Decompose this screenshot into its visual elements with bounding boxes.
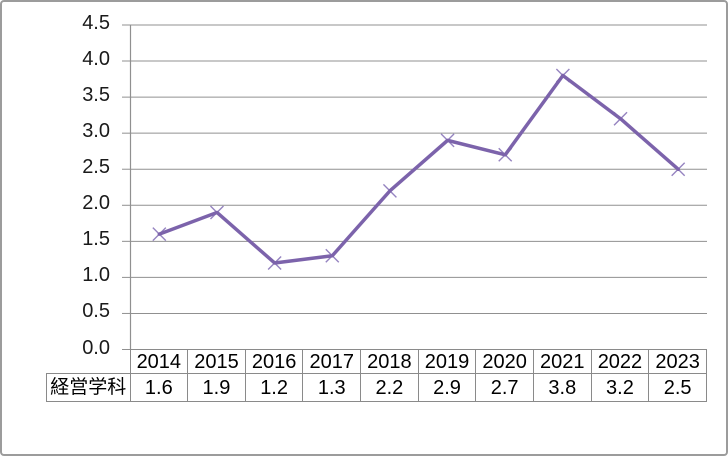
series-row: 経営学科 1.6 1.9 1.2 1.3 2.2 2.9 2.7 3.8 3.2 2.5	[46, 373, 707, 402]
series-value-cell: 2.7	[475, 373, 534, 402]
y-axis-tick-label: 4.5	[82, 12, 110, 34]
category-year-cell: 2023	[648, 349, 707, 374]
series-line-経営学科	[157, 73, 680, 265]
category-year-cell: 2017	[302, 349, 362, 374]
series-value-cell: 2.9	[417, 373, 477, 402]
series-value-cell: 1.2	[244, 373, 304, 402]
category-year-cell: 2016	[244, 349, 304, 374]
series-name-cell: 経営学科	[46, 373, 131, 402]
series-value-cell: 2.2	[360, 373, 419, 402]
table-corner-cell	[46, 349, 131, 374]
y-axis-tick-label: 2.5	[82, 156, 110, 179]
y-axis-tick-label: 4.0	[82, 48, 110, 71]
y-axis-tick-label: 1.0	[82, 264, 110, 287]
series-value-cell: 1.3	[302, 373, 362, 402]
category-year-cell: 2014	[129, 349, 189, 374]
category-year-cell: 2015	[187, 349, 246, 374]
series-value-cell: 2.5	[648, 373, 707, 402]
y-axis-tick-label: 1.5	[82, 228, 110, 251]
category-year-cell: 2020	[475, 349, 534, 374]
series-value-cell: 1.9	[187, 373, 246, 402]
chart-data-table: 2014 2015 2016 2017 2018 2019 2020 2021 2022 2023…	[46, 349, 707, 402]
series-value-cell: 3.8	[532, 373, 592, 402]
y-axis-tick-label: 2.0	[82, 192, 110, 215]
category-year-cell: 2019	[417, 349, 477, 374]
series-value-cell: 3.2	[590, 373, 650, 402]
y-axis-tick-label: 0.5	[82, 300, 110, 323]
category-row: 2014 2015 2016 2017 2018 2019 2020 2021 2022 2023	[46, 349, 707, 374]
y-axis-tick-label: 3.0	[82, 120, 110, 143]
category-year-cell: 2022	[590, 349, 650, 374]
y-axis-tick-label: 3.5	[82, 84, 110, 107]
series-value-cell: 1.6	[129, 373, 189, 402]
category-year-cell: 2018	[360, 349, 419, 374]
category-year-cell: 2021	[532, 349, 592, 374]
